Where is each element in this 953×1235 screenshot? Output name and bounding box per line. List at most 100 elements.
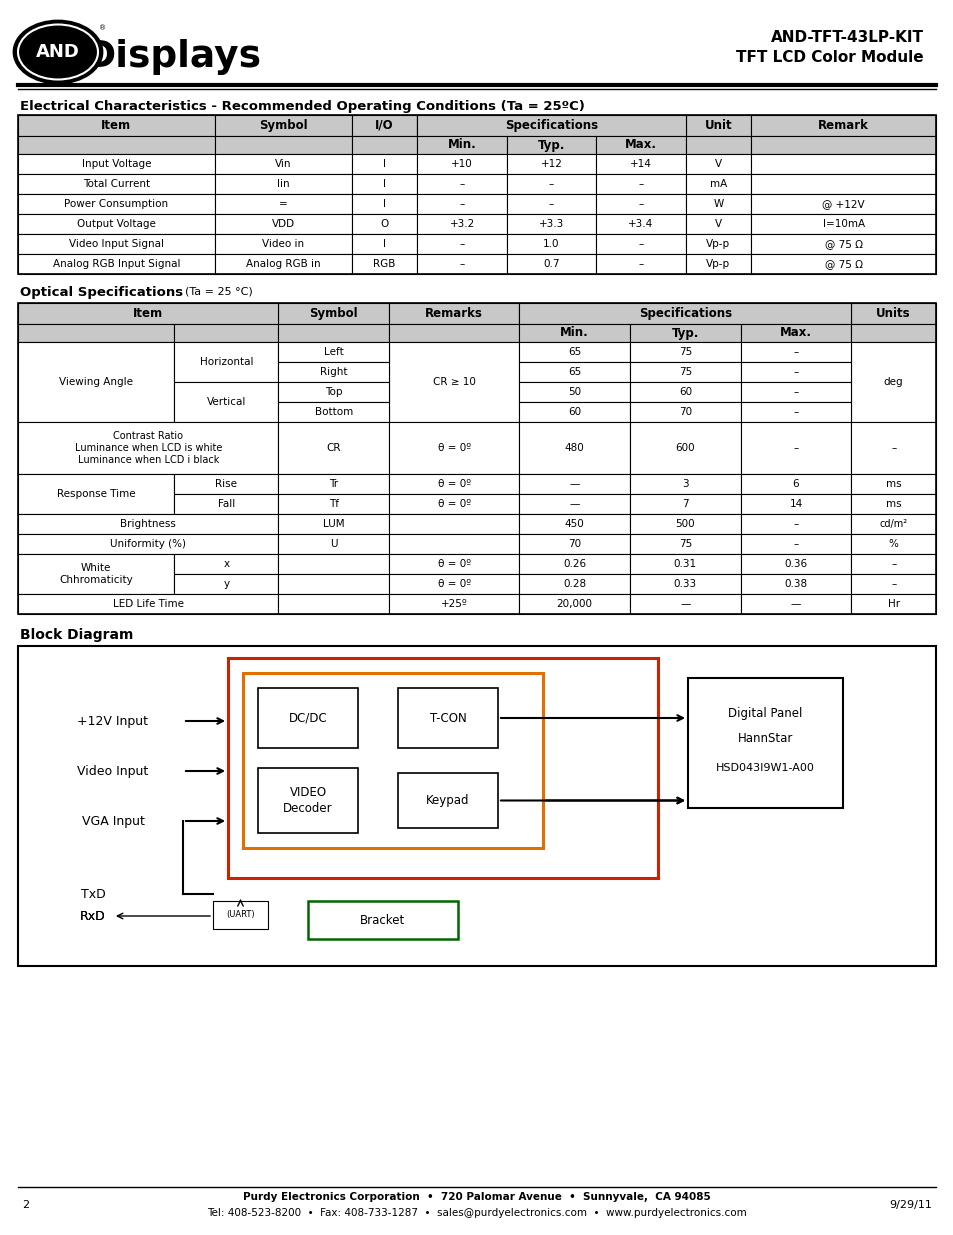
Text: I=10mA: I=10mA bbox=[821, 219, 863, 228]
Text: mA: mA bbox=[709, 179, 726, 189]
Text: x: x bbox=[223, 559, 229, 569]
Bar bbox=[850, 594, 935, 614]
Text: I: I bbox=[383, 179, 386, 189]
Text: T-CON: T-CON bbox=[429, 711, 466, 725]
Bar bbox=[740, 403, 850, 422]
Text: CR: CR bbox=[326, 443, 340, 453]
Text: Output Voltage: Output Voltage bbox=[77, 219, 155, 228]
Bar bbox=[174, 494, 278, 514]
Bar bbox=[740, 382, 850, 403]
Text: Input Voltage: Input Voltage bbox=[82, 159, 151, 169]
Text: –: – bbox=[459, 199, 464, 209]
Bar bbox=[352, 233, 417, 254]
Bar bbox=[174, 474, 278, 494]
Text: LED Life Time: LED Life Time bbox=[112, 599, 184, 609]
Text: Total Current: Total Current bbox=[83, 179, 150, 189]
Text: 0.7: 0.7 bbox=[542, 259, 559, 269]
Text: θ = 0º: θ = 0º bbox=[437, 559, 470, 569]
Text: Iin: Iin bbox=[276, 179, 290, 189]
Text: 70: 70 bbox=[567, 538, 580, 550]
Bar bbox=[352, 136, 417, 154]
Bar bbox=[629, 534, 740, 555]
Bar bbox=[596, 233, 685, 254]
Text: Hr: Hr bbox=[886, 599, 899, 609]
Text: (UART): (UART) bbox=[226, 910, 254, 920]
Text: –: – bbox=[793, 347, 798, 357]
Bar bbox=[214, 136, 352, 154]
Bar bbox=[278, 362, 389, 382]
Bar bbox=[228, 658, 658, 878]
Text: Min.: Min. bbox=[447, 138, 476, 152]
Bar bbox=[214, 115, 352, 136]
Text: I: I bbox=[383, 240, 386, 249]
Text: Analog RGB in: Analog RGB in bbox=[246, 259, 320, 269]
Text: I: I bbox=[383, 159, 386, 169]
Bar bbox=[417, 154, 506, 174]
Text: AND-TFT-43LP-KIT: AND-TFT-43LP-KIT bbox=[770, 31, 923, 46]
Bar bbox=[352, 154, 417, 174]
Text: deg: deg bbox=[882, 377, 902, 387]
Bar bbox=[389, 534, 518, 555]
Bar bbox=[174, 324, 278, 342]
Bar bbox=[278, 342, 389, 362]
Bar bbox=[417, 233, 506, 254]
Bar bbox=[750, 194, 935, 214]
Text: –: – bbox=[638, 199, 643, 209]
Bar bbox=[18, 342, 174, 422]
Text: Optical Specifications: Optical Specifications bbox=[20, 287, 183, 299]
Bar bbox=[629, 382, 740, 403]
Bar bbox=[629, 303, 740, 324]
Text: 75: 75 bbox=[678, 367, 691, 377]
Text: 20,000: 20,000 bbox=[557, 599, 592, 609]
Text: θ = 0º: θ = 0º bbox=[437, 499, 470, 509]
Bar bbox=[18, 136, 214, 154]
Bar bbox=[417, 194, 506, 214]
Text: TxD: TxD bbox=[81, 888, 105, 900]
Bar bbox=[629, 362, 740, 382]
Bar bbox=[389, 422, 518, 474]
Bar bbox=[18, 534, 278, 555]
Text: AND: AND bbox=[36, 43, 80, 61]
Bar bbox=[389, 342, 518, 422]
Text: HannStar: HannStar bbox=[737, 731, 792, 745]
Bar bbox=[685, 136, 750, 154]
Bar bbox=[352, 214, 417, 233]
Text: 7: 7 bbox=[681, 499, 688, 509]
Text: 0.36: 0.36 bbox=[783, 559, 807, 569]
Text: –: – bbox=[890, 559, 896, 569]
Text: Vp-p: Vp-p bbox=[705, 259, 730, 269]
Bar bbox=[506, 214, 596, 233]
Text: Electrical Characteristics - Recommended Operating Conditions (Ta = 25ºC): Electrical Characteristics - Recommended… bbox=[20, 100, 584, 112]
Bar bbox=[850, 534, 935, 555]
Bar bbox=[18, 174, 214, 194]
Text: Fall: Fall bbox=[217, 499, 234, 509]
Text: –: – bbox=[459, 240, 464, 249]
Bar bbox=[506, 136, 596, 154]
Text: –: – bbox=[890, 443, 896, 453]
Bar bbox=[174, 574, 278, 594]
Text: +10: +10 bbox=[451, 159, 473, 169]
Text: @ +12V: @ +12V bbox=[821, 199, 864, 209]
Bar bbox=[629, 555, 740, 574]
Text: Tel: 408-523-8200  •  Fax: 408-733-1287  •  sales@purdyelectronics.com  •  www.p: Tel: 408-523-8200 • Fax: 408-733-1287 • … bbox=[207, 1208, 746, 1218]
Bar bbox=[685, 194, 750, 214]
Text: Bottom: Bottom bbox=[314, 408, 353, 417]
Bar bbox=[389, 474, 518, 494]
Bar bbox=[750, 136, 935, 154]
Text: 0.38: 0.38 bbox=[783, 579, 807, 589]
Bar bbox=[750, 174, 935, 194]
Bar bbox=[417, 115, 685, 136]
Bar bbox=[518, 382, 629, 403]
Text: –: – bbox=[638, 259, 643, 269]
Bar bbox=[214, 254, 352, 274]
Bar bbox=[596, 115, 685, 136]
Bar bbox=[18, 115, 935, 274]
Bar bbox=[278, 403, 389, 422]
Bar bbox=[397, 773, 497, 827]
Text: Left: Left bbox=[324, 347, 343, 357]
Text: Min.: Min. bbox=[559, 326, 588, 340]
Text: @ 75 Ω: @ 75 Ω bbox=[823, 259, 862, 269]
Bar bbox=[278, 494, 389, 514]
Bar bbox=[417, 214, 506, 233]
Bar bbox=[596, 194, 685, 214]
